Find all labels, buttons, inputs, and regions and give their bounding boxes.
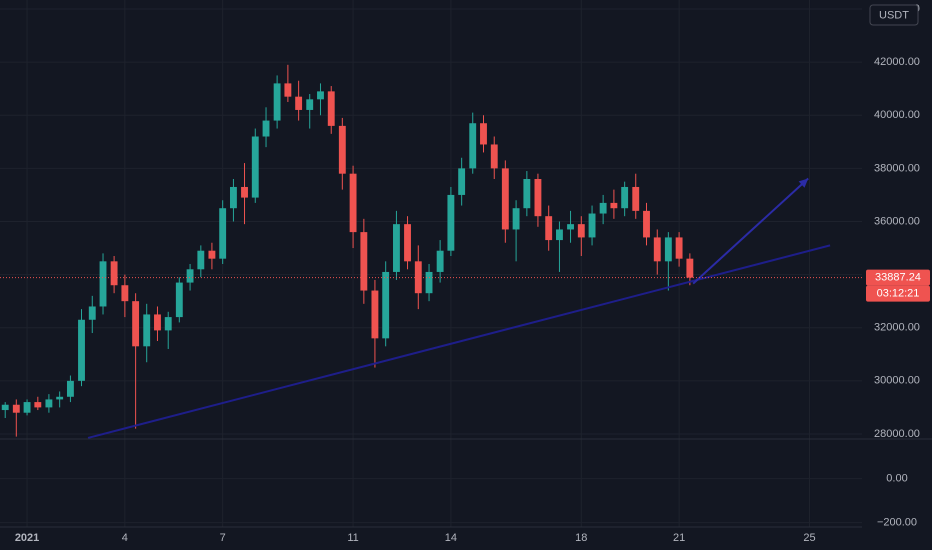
last-price-label: 33887.24 (875, 272, 921, 284)
candle-body (501, 168, 509, 230)
y-tick-label: 38000.00 (874, 162, 920, 174)
candle-body (78, 319, 85, 381)
candle-body (284, 83, 292, 97)
candle-body (132, 301, 140, 347)
currency-badge[interactable] (869, 4, 919, 26)
candle-body (23, 402, 31, 413)
candle-body (469, 123, 477, 169)
candle-body (588, 213, 596, 238)
x-tick-label: 2021 (15, 532, 39, 544)
candle-body (490, 144, 498, 169)
candle-body (186, 269, 194, 283)
candle-body (338, 125, 346, 174)
candle-body (621, 186, 629, 209)
candle-body (12, 404, 20, 413)
y-tick-label: 30000.00 (874, 375, 920, 387)
candle-body (599, 202, 607, 214)
candle-body (99, 261, 107, 307)
last-price-badge (866, 269, 930, 286)
candle-body (208, 250, 216, 259)
candle-body (458, 168, 466, 195)
candle-body (45, 399, 53, 408)
candle-body (632, 186, 640, 211)
candle-body (556, 229, 563, 241)
candle-body (371, 290, 379, 339)
candle-body (523, 178, 531, 209)
candle-body (219, 208, 227, 259)
candle-body (295, 96, 303, 110)
pane2-tick-label: 0.00 (886, 473, 907, 485)
x-tick-label: 11 (347, 532, 358, 544)
candle-body (306, 99, 314, 110)
candle-body (404, 224, 411, 262)
candle-body (66, 380, 74, 397)
candle-body (577, 224, 585, 238)
x-tick-label: 25 (803, 532, 815, 544)
candle-body (262, 120, 270, 137)
plot (0, 64, 862, 439)
x-tick-label: 4 (122, 532, 128, 544)
y-tick-label: 32000.00 (874, 322, 920, 334)
candle-body (88, 306, 96, 320)
candle-body (229, 186, 237, 209)
countdown-label: 03:12:21 (877, 288, 920, 300)
candle-body (447, 194, 455, 251)
y-tick-label: 36000.00 (874, 215, 920, 227)
currency-label[interactable]: USDT (879, 9, 909, 21)
candle-body (534, 178, 542, 217)
candle-body (480, 123, 487, 145)
arrow-head (798, 178, 809, 188)
candle-body (664, 237, 672, 262)
candle-body (110, 261, 118, 286)
candle-body (143, 314, 151, 347)
candle-body (360, 232, 368, 291)
candle-body (175, 282, 183, 318)
candle-body (34, 402, 42, 408)
candle-body (425, 271, 433, 294)
candle-body (653, 237, 661, 262)
y-tick-label: 28000.00 (874, 428, 920, 440)
candle-body (512, 208, 520, 230)
candle-body (121, 285, 129, 302)
candle-body (56, 396, 64, 400)
trendline (87, 244, 831, 439)
candle-body (567, 224, 574, 230)
candle-body (686, 258, 694, 278)
x-tick-label: 18 (575, 532, 587, 544)
candle-body (436, 250, 444, 272)
candle-body (273, 83, 281, 121)
candle-body (327, 91, 335, 126)
candle-body (154, 314, 161, 331)
candle-body (545, 216, 553, 241)
candle-body (164, 317, 172, 331)
x-tick-label: 7 (220, 532, 226, 544)
pane2-tick-label: −200.00 (877, 517, 917, 529)
grid (0, 0, 862, 527)
candle-body (675, 237, 683, 259)
candle-body (643, 210, 650, 238)
countdown-badge (866, 285, 930, 302)
candle-body (251, 136, 259, 198)
x-tick-label: 14 (445, 532, 457, 544)
axes: 2021 4 7 11 14 18 21 25 28000.00 30000.00 32000.00… (15, 3, 930, 544)
candle-body (349, 173, 357, 233)
y-tick-label: 42000.00 (874, 56, 920, 68)
candle-body (241, 186, 248, 198)
trendline (692, 177, 809, 285)
candle-body (610, 202, 618, 209)
candle-body (382, 271, 390, 339)
x-tick-label: 21 (673, 532, 685, 544)
candle-body (197, 250, 205, 270)
candle-body (1, 404, 9, 411)
candle-body (317, 91, 324, 100)
candle-body (414, 261, 422, 294)
y-tick-label: 40000.00 (874, 109, 920, 121)
candle-body (393, 224, 400, 272)
